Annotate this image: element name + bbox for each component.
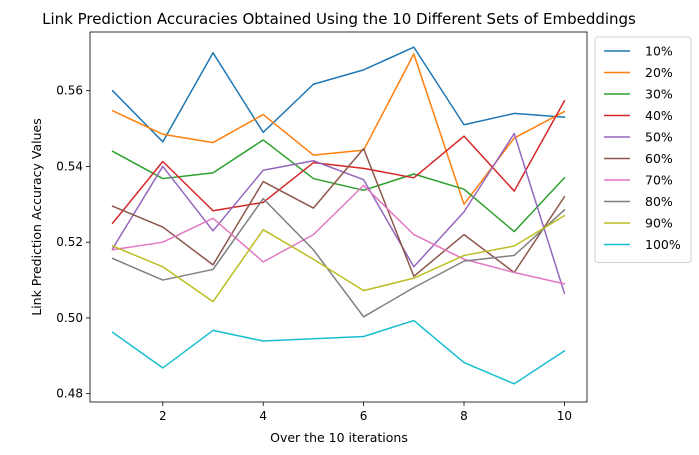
series-line-2 [111,53,566,206]
series-line-9 [111,214,566,303]
x-tick-label: 8 [460,409,468,423]
legend-label-10: 100% [645,237,681,252]
x-tick-label: 2 [159,409,167,423]
x-axis-label: Over the 10 iterations [270,430,408,445]
y-axis-label: Link Prediction Accuracy Values [29,118,44,316]
y-tick-label: 0.48 [56,387,83,401]
series-line-3 [111,139,566,233]
series-line-5 [111,132,566,295]
legend-label-5: 50% [645,130,673,145]
series-line-8 [111,197,566,318]
y-tick-label: 0.52 [56,235,83,249]
legend-label-1: 10% [645,44,673,59]
y-tick-label: 0.50 [56,311,83,325]
legend-label-6: 60% [645,151,673,166]
legend-label-4: 40% [645,108,673,123]
legend: 10% 20% 30% 40% 50% 60% 70% 80% 90% 100% [594,36,692,263]
legend-label-7: 70% [645,173,673,188]
y-tick-label: 0.54 [56,159,83,173]
legend-label-3: 30% [645,87,673,102]
legend-label-8: 80% [645,194,673,209]
axes-frame [89,31,588,403]
series-line-7 [111,184,566,285]
x-tick-label: 6 [360,409,368,423]
series-line-4 [111,99,566,225]
legend-label-9: 90% [645,216,673,231]
legend-box [594,36,692,263]
legend-label-2: 20% [645,65,673,80]
y-tick-label: 0.56 [56,84,83,98]
chart-title: Link Prediction Accuracies Obtained Usin… [42,10,636,28]
x-tick-label: 4 [259,409,267,423]
series-line-1 [111,46,566,143]
plot-area: 2 4 6 8 10 0.48 0.50 0.52 0.54 0.56 [56,31,588,423]
series-line-6 [111,147,566,278]
x-tick-label: 10 [557,409,572,423]
series-line-10 [111,319,566,385]
